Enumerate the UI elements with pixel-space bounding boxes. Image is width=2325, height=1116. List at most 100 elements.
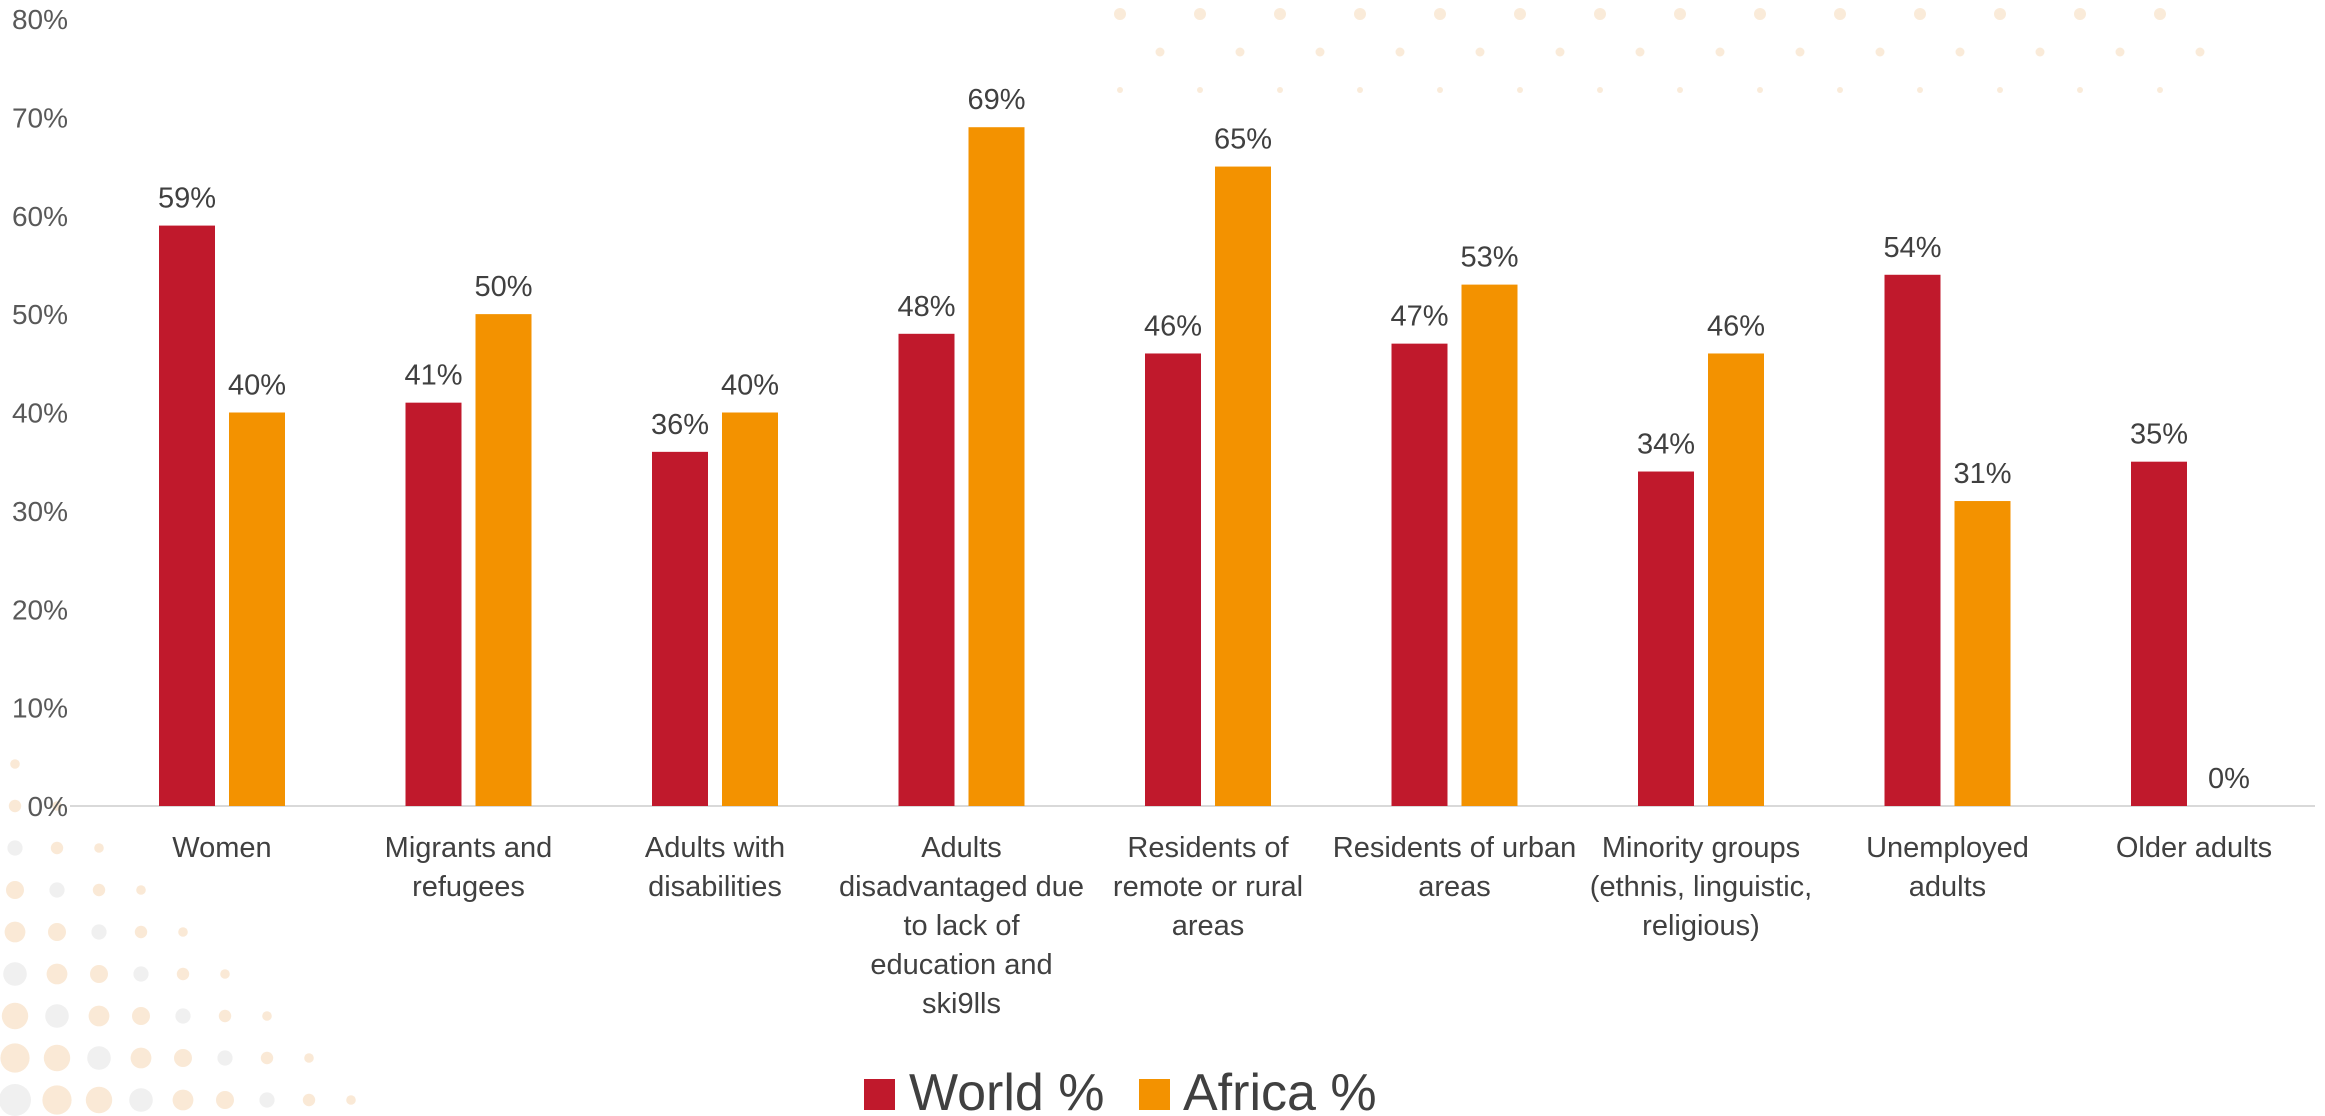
background-dot — [50, 841, 64, 855]
bar-world — [1145, 353, 1201, 806]
data-label: 47% — [1390, 301, 1448, 333]
background-dot — [1, 1002, 29, 1030]
background-dot — [1437, 87, 1443, 93]
background-dot — [1514, 8, 1526, 20]
background-dot — [1837, 87, 1843, 93]
background-dot — [1754, 8, 1766, 20]
background-dot — [1114, 8, 1126, 20]
data-label: 0% — [2208, 763, 2250, 795]
background-dot — [134, 925, 148, 939]
background-dot — [1594, 8, 1606, 20]
background-dot — [1677, 87, 1683, 93]
data-label: 59% — [158, 183, 216, 215]
background-dot — [1914, 8, 1926, 20]
background-dot — [1357, 87, 1363, 93]
background-dot — [216, 1091, 234, 1109]
x-category-label: Unemployed adults — [1866, 832, 2029, 903]
bar-africa — [229, 412, 285, 806]
legend-swatch — [1139, 1079, 1170, 1110]
data-label: 48% — [897, 291, 955, 323]
background-dot — [90, 965, 108, 983]
bar-world — [1884, 274, 1941, 806]
background-dot — [217, 1050, 233, 1066]
y-tick-label: 50% — [12, 299, 68, 330]
background-dot — [1235, 47, 1245, 57]
background-dot — [218, 1009, 232, 1023]
background-dot — [1274, 8, 1286, 20]
bar-world — [405, 402, 462, 806]
data-label: 41% — [404, 360, 462, 392]
y-tick-label: 0% — [28, 791, 68, 822]
y-tick-label: 60% — [12, 201, 68, 232]
y-tick-label: 40% — [12, 398, 68, 429]
background-dot — [0, 1043, 30, 1073]
bar-world — [898, 333, 955, 806]
x-category-label: Adults with disabilities — [645, 832, 785, 903]
background-dot — [1155, 47, 1165, 57]
data-label: 53% — [1460, 242, 1518, 274]
background-dot — [6, 881, 24, 899]
x-category-label: Women — [172, 832, 271, 864]
data-label: 36% — [651, 409, 709, 441]
background-dot — [1354, 8, 1366, 20]
bar-africa — [475, 314, 532, 806]
background-dot — [2154, 8, 2166, 20]
background-dot — [52, 801, 62, 811]
background-dot — [10, 759, 20, 769]
y-tick-label: 30% — [12, 496, 68, 527]
data-label: 50% — [474, 271, 532, 303]
legend-label: World % — [909, 1064, 1105, 1116]
background-dot — [1674, 8, 1686, 20]
background-dot — [1917, 87, 1923, 93]
background-dot — [1197, 87, 1203, 93]
background-dot — [3, 962, 27, 986]
background-dot — [1994, 8, 2006, 20]
background-dot — [92, 883, 106, 897]
background-dot — [1277, 87, 1283, 93]
bar-world — [2131, 461, 2187, 806]
y-tick-label: 80% — [12, 4, 68, 35]
background-dot — [178, 927, 188, 937]
background-dot — [2035, 47, 2045, 57]
background-dot — [1475, 47, 1485, 57]
data-label: 31% — [1953, 458, 2011, 490]
bar-africa — [1461, 284, 1518, 806]
bar-world — [1638, 471, 1694, 806]
background-dot — [1635, 47, 1645, 57]
background-dot — [45, 1004, 69, 1028]
background-dot — [0, 1084, 31, 1116]
background-dot — [1757, 87, 1763, 93]
x-axis-labels: Women Migrants and refugees Adults with disa… — [172, 832, 2272, 1020]
background-dot — [1194, 8, 1206, 20]
background-dot — [1875, 47, 1885, 57]
background-dot — [1834, 8, 1846, 20]
background-dot — [7, 840, 23, 856]
data-label: 46% — [1707, 310, 1765, 342]
x-category-label: Adults disadvantaged due to lack of educati… — [839, 832, 1084, 1020]
data-label: 46% — [1144, 310, 1202, 342]
x-category-label: Migrants and refugees — [385, 832, 553, 903]
background-dot — [262, 1011, 272, 1021]
bar-world — [1391, 343, 1448, 806]
y-tick-label: 70% — [12, 102, 68, 133]
legend-label: Africa % — [1183, 1064, 1377, 1116]
data-label: 40% — [228, 370, 286, 402]
background-dot — [1434, 8, 1446, 20]
background-dot — [302, 1093, 316, 1107]
x-category-label: Residents of urban areas — [1333, 832, 1576, 903]
background-dot — [1795, 47, 1805, 57]
background-dot — [2077, 87, 2083, 93]
background-dot — [1715, 47, 1725, 57]
bar-africa — [968, 127, 1025, 806]
data-label: 40% — [721, 370, 779, 402]
background-dot — [4, 921, 26, 943]
legend: World % Africa % — [864, 1064, 1377, 1116]
background-dot — [220, 969, 230, 979]
background-dot — [1955, 47, 1965, 57]
bar-world — [159, 225, 215, 806]
background-dot — [346, 1095, 356, 1105]
x-category-label: Residents of remote or rural areas — [1113, 832, 1303, 942]
background-dot — [1597, 87, 1603, 93]
background-dot — [49, 882, 65, 898]
